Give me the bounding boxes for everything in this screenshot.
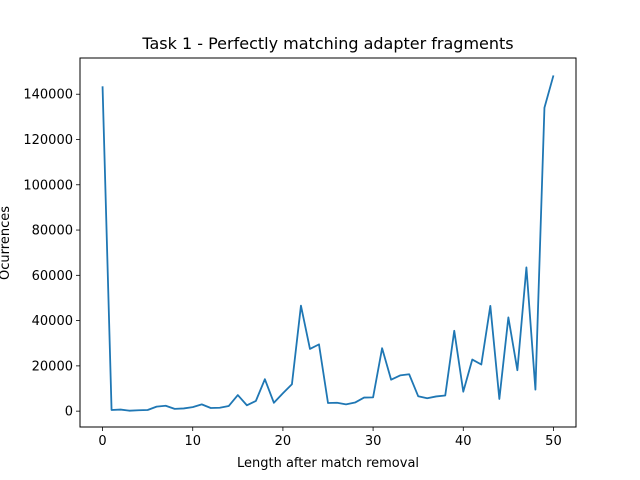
chart-title: Task 1 - Perfectly matching adapter frag… — [141, 34, 513, 53]
y-tick-label: 20000 — [32, 359, 73, 374]
y-tick-label: 80000 — [32, 224, 73, 239]
y-tick-label: 0 — [65, 405, 73, 420]
y-tick-label: 40000 — [32, 314, 73, 329]
y-tick-label: 140000 — [23, 88, 73, 103]
x-axis-label: Length after match removal — [237, 456, 419, 471]
y-tick-label: 100000 — [23, 178, 73, 193]
y-tick-label: 120000 — [23, 133, 73, 148]
x-tick-label: 10 — [184, 434, 201, 449]
y-tick-label: 60000 — [32, 269, 73, 284]
x-tick-label: 20 — [275, 434, 292, 449]
series-line-0 — [101, 75, 555, 412]
plot-frame — [79, 57, 577, 428]
y-axis-label: Ocurrences — [0, 206, 13, 280]
x-tick-label: 40 — [455, 434, 472, 449]
x-tick-label: 30 — [365, 434, 382, 449]
x-tick-label: 0 — [98, 434, 106, 449]
x-tick-label: 50 — [545, 434, 562, 449]
